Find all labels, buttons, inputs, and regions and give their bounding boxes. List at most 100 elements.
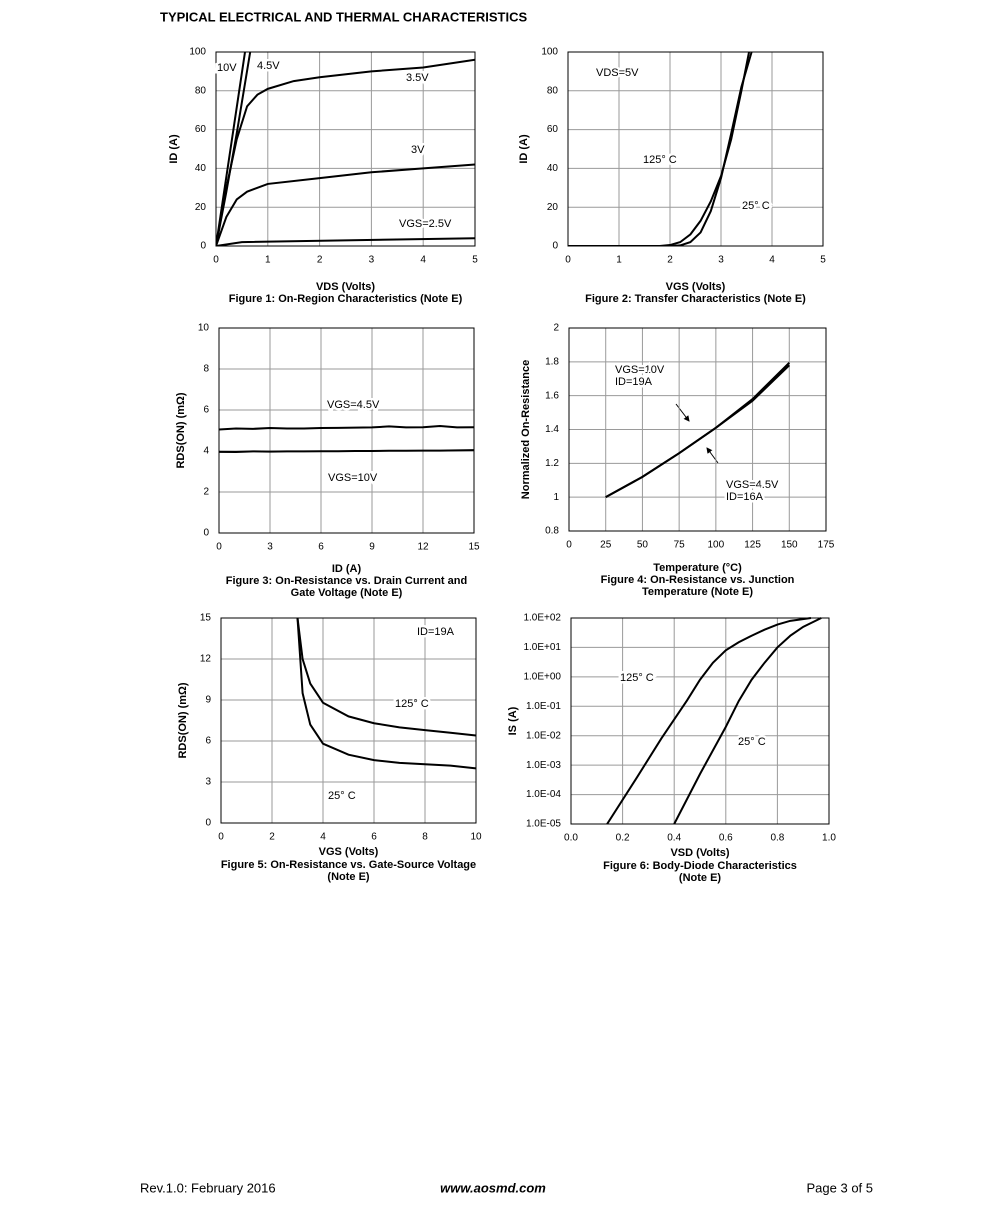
- x-tick-label: 8: [422, 832, 428, 843]
- curve-label: 10V: [217, 62, 237, 74]
- y-tick-label: 0.8: [545, 526, 559, 537]
- x-tick-label: 50: [637, 540, 649, 551]
- x-tick-label: 25: [600, 540, 612, 551]
- curve: [219, 449, 474, 454]
- x-tick-label: 0.2: [616, 833, 630, 844]
- y-tick-label: 20: [195, 202, 207, 213]
- y-tick-label: 40: [195, 163, 207, 174]
- y-tick-label: 9: [205, 695, 211, 706]
- x-tick-label: 12: [417, 542, 429, 553]
- x-tick-label: 5: [820, 255, 826, 266]
- curve-label: 25° C: [328, 790, 356, 802]
- y-tick-label: 0: [203, 528, 209, 539]
- y-tick-label: 1.2: [545, 458, 559, 469]
- y-tick-label: 100: [541, 47, 558, 58]
- figure-caption: Temperature (Note E): [642, 586, 753, 598]
- y-tick-label: 2: [553, 323, 559, 334]
- x-axis-label: ID (A): [332, 563, 362, 575]
- y-tick-label: 0: [200, 241, 206, 252]
- y-tick-label: 1.0E+00: [523, 671, 561, 682]
- y-tick-label: 10: [198, 323, 210, 334]
- x-tick-label: 1: [265, 255, 271, 266]
- x-tick-label: 150: [781, 540, 798, 551]
- x-tick-label: 75: [674, 540, 686, 551]
- x-tick-label: 0.6: [719, 833, 733, 844]
- curve-label: 4.5V: [257, 60, 280, 72]
- curve: [296, 617, 476, 737]
- y-tick-label: 0: [205, 818, 211, 829]
- curve: [605, 361, 790, 499]
- footer-right: Page 3 of 5: [807, 1180, 874, 1195]
- y-axis-label: RDS(ON) (mΩ): [177, 682, 189, 758]
- curve-label: 3.5V: [406, 72, 429, 84]
- curve-label: 125° C: [395, 698, 429, 710]
- y-tick-label: 1: [553, 492, 559, 503]
- y-tick-label: 1.6: [545, 390, 559, 401]
- curve: [673, 617, 822, 824]
- x-tick-label: 0: [216, 542, 222, 553]
- curve: [296, 617, 476, 770]
- figure-caption: Figure 5: On-Resistance vs. Gate-Source …: [221, 859, 476, 871]
- y-tick-label: 1.0E-03: [526, 760, 561, 771]
- y-tick-label: 8: [203, 364, 209, 375]
- x-tick-label: 10: [470, 832, 482, 843]
- plot-frame: [567, 51, 824, 247]
- x-tick-label: 3: [718, 255, 724, 266]
- figure-caption: Figure 1: On-Region Characteristics (Not…: [229, 293, 463, 305]
- figure-caption: (Note E): [679, 872, 722, 884]
- annotation: ID=19A: [417, 626, 455, 638]
- y-tick-label: 1.0E+01: [523, 642, 561, 653]
- curve: [606, 617, 812, 824]
- x-tick-label: 1.0: [822, 833, 836, 844]
- x-tick-label: 5: [472, 255, 478, 266]
- footer-center: www.aosmd.com: [440, 1180, 546, 1195]
- arrow: [675, 403, 690, 422]
- figure-caption: Figure 4: On-Resistance vs. Junction: [601, 574, 795, 586]
- curve-note: ID=19A: [615, 376, 653, 388]
- y-tick-label: 15: [200, 613, 212, 624]
- plot-frame: [218, 327, 475, 534]
- figure-caption: Figure 2: Transfer Characteristics (Note…: [585, 293, 806, 305]
- figure-caption: Figure 6: Body-Diode Characteristics: [603, 860, 797, 872]
- figure-caption: (Note E): [327, 871, 370, 883]
- x-tick-label: 3: [267, 542, 273, 553]
- y-tick-label: 6: [205, 736, 211, 747]
- curve: [568, 51, 753, 246]
- y-axis-label: ID (A): [168, 134, 180, 164]
- y-tick-label: 4: [203, 446, 209, 457]
- x-axis-label: Temperature (°C): [653, 562, 742, 574]
- curve: [216, 58, 475, 246]
- x-axis-label: VGS (Volts): [666, 281, 726, 293]
- y-axis-label: RDS(ON) (mΩ): [175, 392, 187, 468]
- x-tick-label: 0: [218, 832, 224, 843]
- curve-label: 125° C: [620, 672, 654, 684]
- x-tick-label: 0.4: [667, 833, 681, 844]
- plot-frame: [215, 51, 476, 247]
- x-tick-label: 2: [269, 832, 275, 843]
- curve-label: VGS=10V: [615, 364, 665, 376]
- curve-label: VGS=10V: [328, 472, 378, 484]
- footer-left: Rev.1.0: February 2016: [140, 1180, 276, 1195]
- x-axis-label: VDS (Volts): [316, 281, 375, 293]
- y-tick-label: 1.8: [545, 356, 559, 367]
- y-tick-label: 1.0E-01: [526, 701, 561, 712]
- x-tick-label: 2: [317, 255, 323, 266]
- y-tick-label: 1.0E-04: [526, 789, 561, 800]
- y-axis-label: ID (A): [518, 134, 530, 164]
- y-tick-label: 6: [203, 405, 209, 416]
- y-tick-label: 60: [547, 124, 559, 135]
- plot-frame: [568, 327, 827, 532]
- y-axis-label: Normalized On-Resistance: [520, 360, 532, 499]
- figure-caption: Figure 3: On-Resistance vs. Drain Curren…: [226, 575, 467, 587]
- curve-label: 125° C: [643, 154, 677, 166]
- y-tick-label: 60: [195, 124, 207, 135]
- x-tick-label: 3: [369, 255, 375, 266]
- y-tick-label: 0: [552, 241, 558, 252]
- x-tick-label: 0.8: [770, 833, 784, 844]
- x-tick-label: 0: [565, 255, 571, 266]
- y-tick-label: 100: [189, 47, 206, 58]
- curve-note: ID=16A: [726, 491, 764, 503]
- x-tick-label: 175: [818, 540, 835, 551]
- x-tick-label: 0: [566, 540, 572, 551]
- x-tick-label: 0.0: [564, 833, 578, 844]
